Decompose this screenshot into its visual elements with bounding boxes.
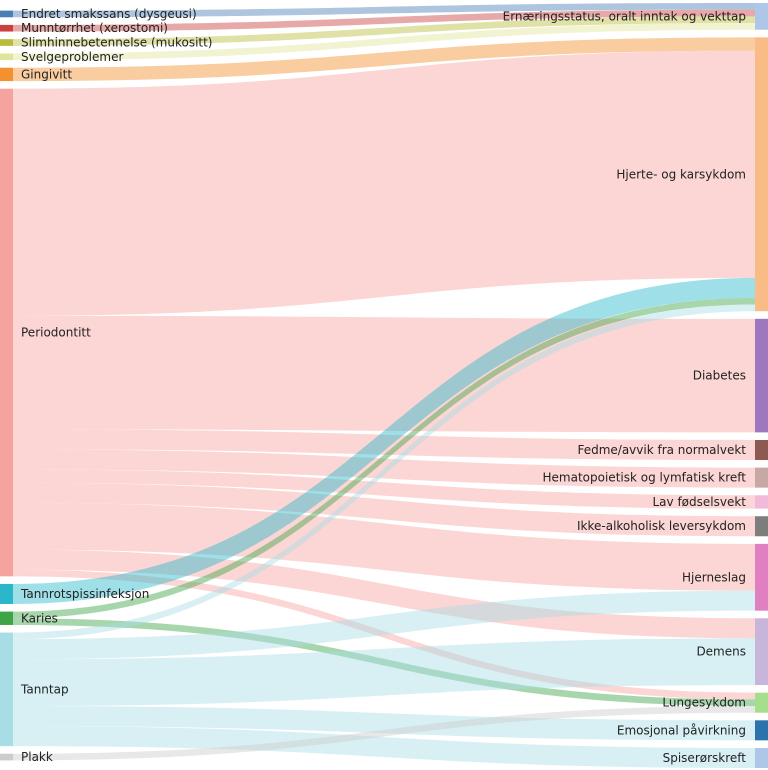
node-tanntap <box>0 632 13 747</box>
link-endret-smakssans-dysgeusi-to-ernaeringsstatus-oralt-inntak-og-vekttap <box>13 3 755 18</box>
node-label-demens: Demens <box>696 645 746 659</box>
link-tanntap-to-spiserorskreft <box>13 726 755 768</box>
node-label-spiserorskreft: Spiserørskreft <box>663 751 747 765</box>
node-munntorrhet-xerostomi <box>0 24 13 32</box>
link-periodontitt-to-hjerneslag <box>13 502 755 591</box>
link-tanntap-to-hjerneslag <box>13 590 755 660</box>
link-munntorrhet-xerostomi-to-ernaeringsstatus-oralt-inntak-og-vekttap <box>13 9 755 32</box>
node-label-endret-smakssans-dysgeusi: Endret smakssans (dysgeusi) <box>21 7 197 21</box>
node-ernaeringsstatus-oralt-inntak-og-vekttap <box>755 3 768 30</box>
node-diabetes <box>755 318 768 433</box>
sankey-labels: Endret smakssans (dysgeusi)Munntørrhet (… <box>20 7 746 765</box>
node-emosjonal-pavirkning <box>755 720 768 741</box>
node-periodontitt <box>0 88 13 577</box>
sankey-links <box>13 3 755 768</box>
node-lungesykdom <box>755 692 768 713</box>
node-label-periodontitt: Periodontitt <box>21 326 91 340</box>
link-slimhinnebetennelse-mukositt-to-ernaeringsstatus-oralt-inntak-og-vekttap <box>13 16 755 46</box>
node-fedme-avvik-fra-normalvekt <box>755 439 768 461</box>
node-label-karies: Karies <box>21 611 58 625</box>
node-label-slimhinnebetennelse-mukositt: Slimhinnebetennelse (mukositt) <box>21 36 213 50</box>
node-hematopoietisk-og-lymfatisk-kreft <box>755 467 768 488</box>
node-label-hjerneslag: Hjerneslag <box>682 570 746 584</box>
node-hjerneslag <box>755 543 768 611</box>
link-gingivitt-to-hjerte-og-karsykdom <box>13 37 755 82</box>
link-tanntap-to-emosjonal-pavirkning <box>13 706 755 741</box>
node-label-lav-fodselsvekt: Lav fødselsvekt <box>653 495 747 509</box>
link-periodontitt-to-hematopoietisk-og-lymfatisk-kreft <box>13 449 755 488</box>
node-label-ernaeringsstatus-oralt-inntak-og-vekttap: Ernæringsstatus, oralt inntak og vekttap <box>503 9 746 23</box>
node-plakk <box>0 753 13 761</box>
link-tannrotspissinfeksjon-to-hjerte-og-karsykdom <box>13 277 755 604</box>
link-tanntap-to-demens <box>13 638 755 707</box>
node-spiserorskreft <box>755 747 768 768</box>
node-label-ikke-alkoholisk-leversykdom: Ikke-alkoholisk leversykdom <box>577 519 746 533</box>
node-slimhinnebetennelse-mukositt <box>0 39 13 46</box>
link-plakk-to-lungesykdom <box>13 706 755 761</box>
node-hjerte-og-karsykdom <box>755 37 768 312</box>
sankey-nodes <box>0 3 768 768</box>
node-demens <box>755 618 768 686</box>
node-tannrotspissinfeksjon <box>0 583 13 604</box>
node-label-plakk: Plakk <box>21 750 53 764</box>
link-periodontitt-to-ikke-alkoholisk-leversykdom <box>13 482 755 537</box>
link-karies-to-hjerte-og-karsykdom <box>13 297 755 619</box>
link-periodontitt-to-lav-fodselsvekt <box>13 469 755 509</box>
node-endret-smakssans-dysgeusi <box>0 10 13 18</box>
node-label-hjerte-og-karsykdom: Hjerte- og karsykdom <box>616 167 746 181</box>
node-svelgeproblemer <box>0 53 13 61</box>
link-periodontitt-to-fedme-avvik-fra-normalvekt <box>13 429 755 461</box>
node-label-svelgeproblemer: Svelgeproblemer <box>21 50 123 64</box>
node-lav-fodselsvekt <box>755 495 768 509</box>
node-gingivitt <box>0 67 13 82</box>
node-label-emosjonal-pavirkning: Emosjonal påvirkning <box>617 723 746 737</box>
node-ikke-alkoholisk-leversykdom <box>755 516 768 537</box>
node-label-tanntap: Tanntap <box>20 682 69 696</box>
node-label-diabetes: Diabetes <box>693 369 746 383</box>
link-svelgeproblemer-to-ernaeringsstatus-oralt-inntak-og-vekttap <box>13 23 755 61</box>
link-periodontitt-to-lungesykdom <box>13 569 755 700</box>
link-tanntap-to-hjerte-og-karsykdom <box>13 304 755 640</box>
node-label-fedme-avvik-fra-normalvekt: Fedme/avvik fra normalvekt <box>577 443 746 457</box>
link-karies-to-lungesykdom <box>13 618 755 707</box>
node-karies <box>0 611 13 625</box>
link-periodontitt-to-hjerte-og-karsykdom <box>13 50 755 316</box>
node-label-lungesykdom: Lungesykdom <box>662 696 746 710</box>
link-periodontitt-to-demens <box>13 549 755 639</box>
link-periodontitt-to-diabetes <box>13 315 755 433</box>
node-label-hematopoietisk-og-lymfatisk-kreft: Hematopoietisk og lymfatisk kreft <box>543 471 747 485</box>
node-label-munntorrhet-xerostomi: Munntørrhet (xerostomi) <box>21 21 168 35</box>
node-label-gingivitt: Gingivitt <box>21 67 72 81</box>
node-label-tannrotspissinfeksjon: Tannrotspissinfeksjon <box>20 587 149 601</box>
